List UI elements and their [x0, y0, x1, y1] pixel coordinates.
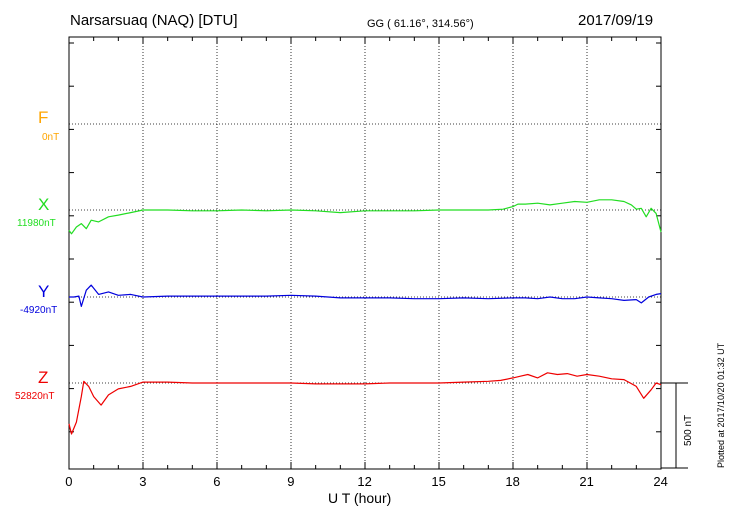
- channel-x-label: X: [38, 195, 50, 214]
- series-line-y: [69, 284, 662, 307]
- plot-date: 2017/09/19: [578, 12, 654, 29]
- channel-x-baseline: 11980nT: [17, 218, 56, 229]
- grid-layer: [69, 37, 661, 469]
- channel-f-label: F: [38, 108, 49, 127]
- series-line-z: [68, 372, 662, 435]
- station-title: Narsarsuaq (NAQ) [DTU]: [70, 12, 238, 29]
- series-layer: [68, 199, 662, 435]
- plotted-timestamp: Plotted at 2017/10/20 01:32 UT: [716, 342, 726, 468]
- channel-f-baseline: 0nT: [42, 132, 60, 143]
- x-tick-label: 12: [357, 474, 372, 489]
- channel-y-label: Y: [38, 282, 50, 301]
- geo-coordinates: GG ( 61.16°, 314.56°): [367, 18, 474, 30]
- x-tick-label: 15: [431, 474, 446, 489]
- x-tick-label: 24: [653, 474, 668, 489]
- x-tick-label: 21: [579, 474, 594, 489]
- x-tick-label: 3: [139, 474, 147, 489]
- x-tick-label: 0: [65, 474, 73, 489]
- channel-z-baseline: 52820nT: [15, 391, 55, 402]
- x-tick-label: 6: [213, 474, 221, 489]
- channel-z-label: Z: [38, 368, 49, 387]
- scale-bar-label: 500 nT: [683, 414, 694, 446]
- x-tick-label: 9: [287, 474, 295, 489]
- x-axis-label: U T (hour): [328, 490, 392, 506]
- x-tick-label: 18: [505, 474, 520, 489]
- frame-layer: [68, 36, 688, 470]
- channel-y-baseline: -4920nT: [20, 305, 58, 316]
- series-line-x: [68, 199, 662, 235]
